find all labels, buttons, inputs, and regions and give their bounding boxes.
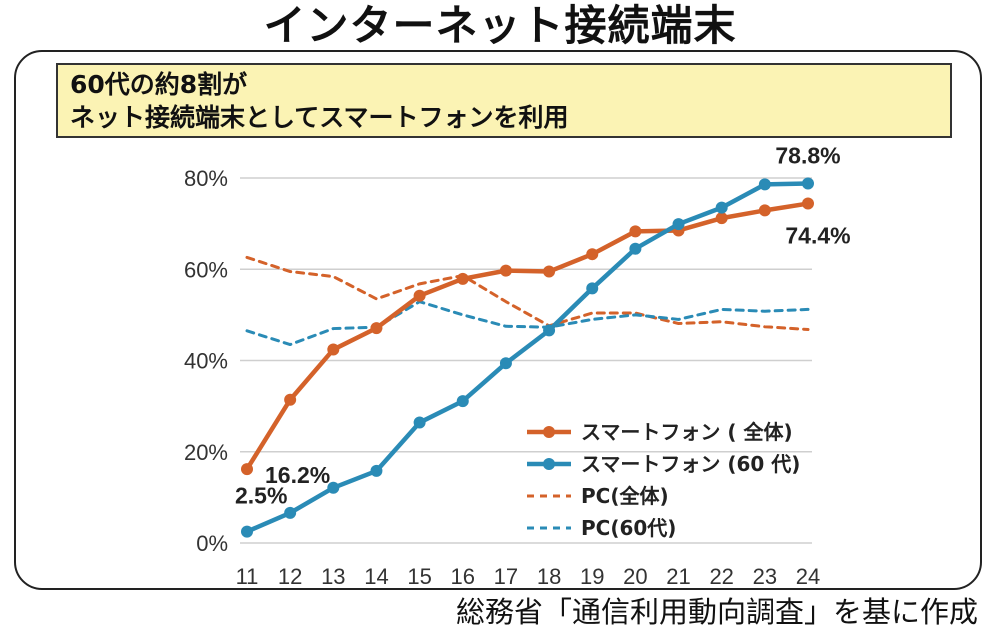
data-point	[629, 242, 642, 255]
data-label: 78.8%	[775, 142, 840, 168]
series-line-1	[244, 181, 811, 534]
data-point	[758, 204, 771, 217]
x-tick-label: 11	[236, 564, 259, 589]
data-point	[241, 463, 253, 476]
x-tick-label: 20	[623, 564, 647, 589]
data-label: 16.2%	[265, 462, 330, 488]
data-point	[802, 177, 814, 190]
source-credit: 総務省「通信利用動向調査」を基に作成	[455, 595, 978, 629]
chart-frame	[14, 50, 982, 590]
data-point	[284, 393, 297, 406]
data-point	[284, 506, 297, 519]
data-point	[543, 324, 556, 337]
x-tick-label: 15	[407, 564, 431, 589]
data-point	[802, 197, 814, 210]
x-tick-label: 21	[666, 564, 690, 589]
x-tick-label: 14	[364, 564, 388, 589]
legend-marker-0	[543, 426, 555, 438]
series-line-0	[244, 201, 811, 472]
data-point	[456, 395, 469, 408]
x-tick-label: 24	[796, 564, 820, 589]
data-point	[413, 416, 426, 429]
data-point	[456, 272, 469, 285]
y-tick-label: 80%	[184, 166, 228, 191]
data-point	[715, 212, 728, 225]
data-point	[586, 282, 599, 295]
legend: スマートフォン ( 全体) スマートフォン (60 代) PC(全体) PC(60代)	[527, 420, 800, 540]
data-point	[327, 481, 340, 494]
callout-line-1: 60代の約8割が	[70, 70, 248, 99]
callout-line-2: ネット接続端末としてスマートフォンを利用	[70, 103, 569, 132]
data-point	[241, 525, 253, 538]
x-tick-label: 12	[278, 564, 302, 589]
data-point	[499, 264, 512, 277]
data-point	[413, 289, 426, 302]
series-line-3	[245, 300, 810, 347]
legend-label-0: スマートフォン ( 全体)	[581, 420, 793, 444]
data-point	[758, 178, 771, 191]
y-tick-label: 0%	[196, 531, 228, 556]
data-point	[499, 357, 512, 370]
page-title: インターネット接続端末	[263, 1, 737, 50]
x-tick-label: 16	[451, 564, 475, 589]
data-point	[327, 343, 340, 356]
legend-label-2: PC(全体)	[581, 484, 669, 508]
data-point	[672, 218, 685, 231]
y-tick-label: 40%	[184, 349, 228, 374]
x-tick-label: 19	[580, 564, 604, 589]
x-tick-label: 23	[753, 564, 777, 589]
data-point	[370, 322, 383, 335]
legend-label-3: PC(60代)	[581, 516, 676, 540]
legend-marker-1	[543, 458, 555, 470]
data-point	[543, 265, 556, 278]
headline-callout: 60代の約8割が ネット接続端末としてスマートフォンを利用	[56, 63, 952, 138]
data-point	[629, 225, 642, 238]
y-tick-label: 60%	[184, 257, 228, 282]
legend-label-1: スマートフォン (60 代)	[581, 452, 800, 476]
x-tick-label: 22	[709, 564, 733, 589]
data-point	[715, 201, 728, 214]
data-point	[586, 248, 599, 261]
data-label: 2.5%	[235, 483, 287, 509]
y-tick-label: 20%	[184, 440, 228, 465]
data-label: 74.4%	[785, 223, 850, 249]
x-tick-label: 18	[537, 564, 561, 589]
x-tick-label: 13	[321, 564, 345, 589]
data-point	[370, 464, 383, 477]
x-tick-label: 17	[494, 564, 518, 589]
series-line-2	[245, 255, 810, 331]
